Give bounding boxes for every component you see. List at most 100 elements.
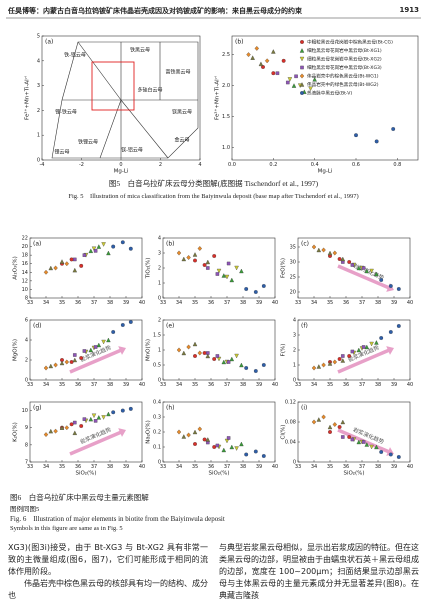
y-tick-label: 1.0: [222, 145, 230, 151]
legend-marker: [299, 56, 305, 62]
data-point: [215, 272, 220, 276]
y-tick-label: 35: [290, 245, 296, 251]
data-point: [321, 247, 326, 253]
trend-arrow-head: [386, 346, 394, 355]
data-point: [106, 337, 111, 343]
data-point: [82, 417, 87, 421]
x-tick-label: 38: [240, 382, 246, 388]
legend-marker: [299, 48, 305, 53]
data-point: [82, 253, 87, 257]
data-point: [72, 267, 78, 273]
data-point: [69, 422, 74, 427]
data-point: [226, 261, 231, 266]
y-tick-label: 3: [158, 251, 161, 257]
x-tick-label: 36: [208, 300, 214, 306]
data-point: [332, 359, 338, 365]
panel-label: (h): [166, 405, 174, 412]
data-point: [361, 440, 366, 444]
data-point: [369, 268, 374, 274]
y-tick-label: 0.1: [153, 445, 161, 451]
y-tick-label: 0: [158, 460, 161, 466]
data-point: [212, 254, 217, 258]
data-point: [48, 428, 54, 434]
data-point: [120, 323, 125, 327]
data-point: [72, 430, 78, 436]
data-point: [327, 361, 333, 366]
data-point: [193, 354, 197, 358]
data-point: [192, 252, 198, 257]
x-tick-label: 38: [240, 464, 246, 470]
y-tick-label: 2: [25, 358, 28, 364]
data-point: [340, 256, 346, 262]
x-tick-label: 35: [192, 300, 198, 306]
y-tick-label: 20: [290, 290, 296, 296]
data-point: [82, 349, 87, 353]
y-tick-label: 22: [22, 236, 28, 242]
y-tick-label: 3: [37, 83, 40, 89]
x-tick-label: 36: [75, 464, 81, 470]
y-axis-label: Fe²⁺+Mn+Ti-Alᵛᴵ: [24, 76, 31, 120]
data-point: [53, 428, 58, 434]
data-point: [246, 52, 251, 58]
x-tick-label: 35: [192, 464, 198, 470]
y-tick-label: 5: [37, 34, 40, 40]
data-point: [361, 345, 366, 349]
y-tick-label: 4: [158, 236, 161, 242]
data-point: [73, 353, 77, 357]
data-point: [202, 437, 207, 442]
trend-arrow: [69, 348, 123, 374]
data-point: [337, 257, 342, 261]
data-point: [226, 436, 231, 440]
data-point: [186, 255, 191, 260]
data-point: [101, 415, 106, 420]
data-point: [53, 362, 58, 368]
x-tick-label: 36: [343, 382, 349, 388]
data-point: [261, 363, 266, 367]
y-tick-label: 1.5: [153, 333, 161, 339]
y-axis-label: Fe²⁺+Mn+Ti-Alᵛᴵ: [214, 76, 221, 120]
x-tick-label: 4: [198, 162, 201, 168]
data-point: [48, 363, 54, 369]
x-axis-label: Mg-Li: [318, 169, 333, 175]
legend-marker: [300, 91, 304, 95]
data-point: [321, 362, 326, 368]
data-point: [215, 443, 220, 448]
data-point: [176, 250, 182, 256]
x-tick-label: 39: [256, 300, 262, 306]
x-tick-label: 40: [272, 300, 278, 306]
region-label: 铁黑云母: [130, 47, 150, 54]
data-point: [224, 274, 230, 280]
x-tick-label: 39: [256, 464, 262, 470]
y-tick-label: 0: [158, 378, 161, 384]
legend-entry: 细粒黑云母花岗岩中黑云母(Bt-XG3): [307, 64, 382, 71]
y-axis-label: Cl(%): [281, 425, 287, 440]
data-point: [258, 61, 264, 67]
y-tick-label: 4: [25, 338, 28, 344]
data-point: [186, 344, 191, 350]
data-point: [354, 133, 358, 138]
data-point: [388, 452, 393, 457]
y-tick-label: 2: [293, 348, 296, 354]
data-point: [253, 369, 258, 373]
data-point: [96, 342, 102, 348]
data-point: [192, 429, 198, 435]
data-point: [261, 65, 265, 69]
legend-entry: 细粒黑云母花岗岩中黑云母(Bt-XG1): [307, 47, 382, 54]
data-point: [388, 284, 393, 288]
x-tick-label: 38: [375, 382, 381, 388]
y-tick-label: 2: [37, 108, 40, 114]
legend-entry: 热液脉中黑云母(Bt-V): [307, 90, 352, 97]
data-point: [59, 259, 65, 264]
region-label: 富铁黑云母: [165, 69, 190, 76]
x-tick-label: 36: [208, 382, 214, 388]
x-axis-label: SiO₂(%): [75, 471, 96, 477]
data-point: [350, 263, 355, 267]
data-point: [202, 351, 207, 355]
data-point: [229, 444, 235, 450]
x-tick-label: 34: [311, 464, 317, 470]
panel-label: (a): [33, 241, 41, 248]
x-tick-label: 0.4: [311, 162, 319, 168]
data-point: [234, 353, 239, 359]
y-tick-label: 1: [158, 348, 161, 354]
